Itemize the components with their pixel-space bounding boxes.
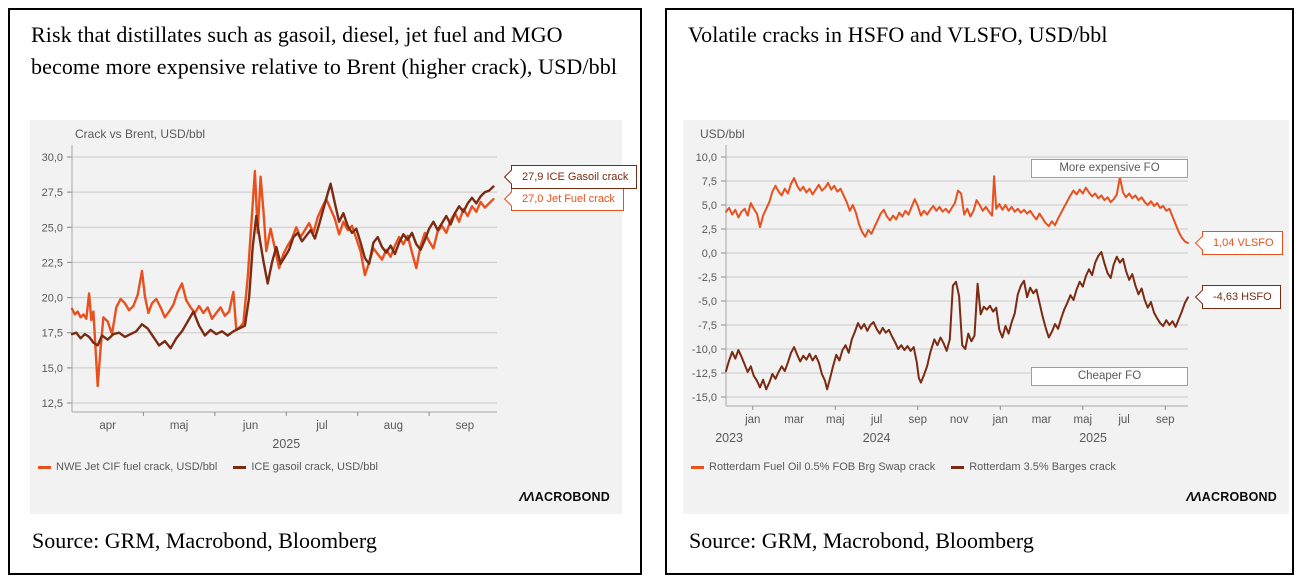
y-tick-label: -12,5 [692, 368, 717, 380]
y-tick-label: 5,0 [702, 200, 717, 212]
y-tick-label: 15,0 [42, 363, 63, 375]
x-year-label: 2025 [272, 437, 300, 451]
series-line-0 [70, 169, 495, 388]
series-lines [725, 175, 1189, 391]
y-tick-label: 22,5 [42, 257, 63, 269]
y-tick-label: 25,0 [42, 222, 63, 234]
macrobond-logo: ΛΛACROBOND [519, 490, 610, 504]
card-title: Volatile cracks in HSFO and VLSFO, USD/b… [688, 22, 1108, 47]
annotation-box: Cheaper FO [1031, 367, 1188, 386]
x-month-label: mar [1032, 414, 1052, 426]
legend-label: Rotterdam 3.5% Barges crack [969, 461, 1116, 473]
value-callout: -4,63 HSFO [1194, 285, 1281, 309]
x-month-label: sep [456, 420, 475, 432]
series-dash-icon [691, 465, 704, 469]
legend-item: Rotterdam 3.5% Barges crack [951, 461, 1116, 473]
macrobond-logo-text: ACROBOND [534, 490, 610, 504]
y-tick-label: -10,0 [692, 344, 717, 356]
series-line-1 [725, 251, 1189, 391]
legend-label: ICE gasoil crack, USD/bbl [251, 461, 378, 473]
axis-labels: 30,0 27,5 25,0 22,5 20,0 17,5 15,0 12,5 apr maj ju… [42, 152, 475, 451]
x-month-label: aug [384, 420, 403, 432]
legend-item: NWE Jet CIF fuel crack, USD/bbl [38, 461, 217, 473]
x-month-label: jul [870, 414, 883, 426]
card-distillates: Risk that distillates such as gasoil, di… [8, 8, 642, 575]
y-tick-label: 20,0 [42, 293, 63, 305]
legend: Rotterdam Fuel Oil 0.5% FOB Brg Swap cra… [691, 461, 1116, 473]
chart-panel-fuel-oil: 10,0 7,5 5,0 2,5 0,0 -2,5 -5,0 -7,5 -10,0 -12,5 -1… [683, 120, 1289, 514]
value-callout: 1,04 VLSFO [1194, 231, 1283, 255]
series-line-1 [70, 182, 495, 350]
value-callout: 27,9 ICE Gasoil crack [503, 165, 638, 189]
series-lines [70, 169, 495, 388]
macrobond-logo-text: ACROBOND [1201, 490, 1277, 504]
x-month-label: jul [1117, 414, 1130, 426]
y-tick-label: 7,5 [702, 176, 717, 188]
axis-labels: 10,0 7,5 5,0 2,5 0,0 -2,5 -5,0 -7,5 -10,0 -12,5 -1… [692, 152, 1175, 445]
macrobond-logo: ΛΛACROBOND [1186, 490, 1277, 504]
y-tick-label: -7,5 [698, 320, 717, 332]
macrobond-m-icon: ΛΛ [1186, 490, 1202, 504]
hsfo-vlsfo-chart: 10,0 7,5 5,0 2,5 0,0 -2,5 -5,0 -7,5 -10,0 -12,5 -1… [692, 145, 1189, 445]
axes [721, 145, 1188, 410]
legend-item: Rotterdam Fuel Oil 0.5% FOB Brg Swap cra… [691, 461, 935, 473]
macrobond-m-icon: ΛΛ [519, 490, 535, 504]
source-line: Source: GRM, Macrobond, Bloomberg [689, 528, 1034, 553]
card-title: Risk that distillates such as gasoil, di… [31, 22, 618, 79]
x-month-label: sep [909, 414, 928, 426]
y-tick-label: 30,0 [42, 152, 63, 164]
legend-item: ICE gasoil crack, USD/bbl [233, 461, 378, 473]
y-tick-label: -2,5 [698, 272, 717, 284]
series-line-0 [725, 175, 1189, 244]
legend-label: Rotterdam Fuel Oil 0.5% FOB Brg Swap cra… [709, 461, 936, 473]
chart-inner-title: Crack vs Brent, USD/bbl [75, 127, 206, 141]
source-line: Source: GRM, Macrobond, Bloomberg [32, 528, 377, 553]
x-year-label: 2025 [1079, 431, 1107, 445]
x-year-label: 2024 [863, 431, 891, 445]
x-month-label: apr [99, 420, 116, 432]
x-month-label: maj [1074, 414, 1093, 426]
x-month-label: maj [170, 420, 189, 432]
x-year-label: 2023 [715, 431, 743, 445]
y-tick-label: 17,5 [42, 328, 63, 340]
card-fuel-oil: Volatile cracks in HSFO and VLSFO, USD/b… [665, 8, 1294, 575]
annotation-box: More expensive FO [1031, 159, 1188, 178]
legend-label: NWE Jet CIF fuel crack, USD/bbl [56, 461, 218, 473]
x-month-label: jan [992, 414, 1008, 426]
crack-vs-brent-chart: 30,0 27,5 25,0 22,5 20,0 17,5 15,0 12,5 apr maj ju… [42, 145, 497, 451]
gridlines [67, 156, 497, 404]
y-tick-label: 2,5 [702, 224, 717, 236]
axes [67, 145, 497, 416]
series-dash-icon [951, 465, 965, 469]
y-tick-label: -5,0 [698, 296, 717, 308]
x-month-label: jun [242, 420, 258, 432]
y-tick-label: 0,0 [702, 248, 717, 260]
y-tick-label: 12,5 [42, 398, 63, 410]
y-tick-label: 27,5 [42, 187, 63, 199]
chart-panel-distillates: 30,0 27,5 25,0 22,5 20,0 17,5 15,0 12,5 apr maj ju… [30, 120, 638, 514]
x-month-label: maj [826, 414, 845, 426]
legend: NWE Jet CIF fuel crack, USD/bbl ICE gaso… [38, 461, 378, 473]
x-month-label: mar [784, 414, 804, 426]
x-month-label: jul [315, 420, 328, 432]
y-tick-label: -15,0 [692, 392, 717, 404]
x-month-label: jan [744, 414, 760, 426]
series-dash-icon [233, 465, 247, 469]
x-month-label: nov [950, 414, 969, 426]
y-tick-label: 10,0 [696, 152, 717, 164]
chart-inner-title: USD/bbl [700, 127, 745, 141]
series-dash-icon [38, 465, 51, 469]
x-month-label: sep [1156, 414, 1175, 426]
value-callout: 27,0 Jet Fuel crack [503, 187, 624, 211]
